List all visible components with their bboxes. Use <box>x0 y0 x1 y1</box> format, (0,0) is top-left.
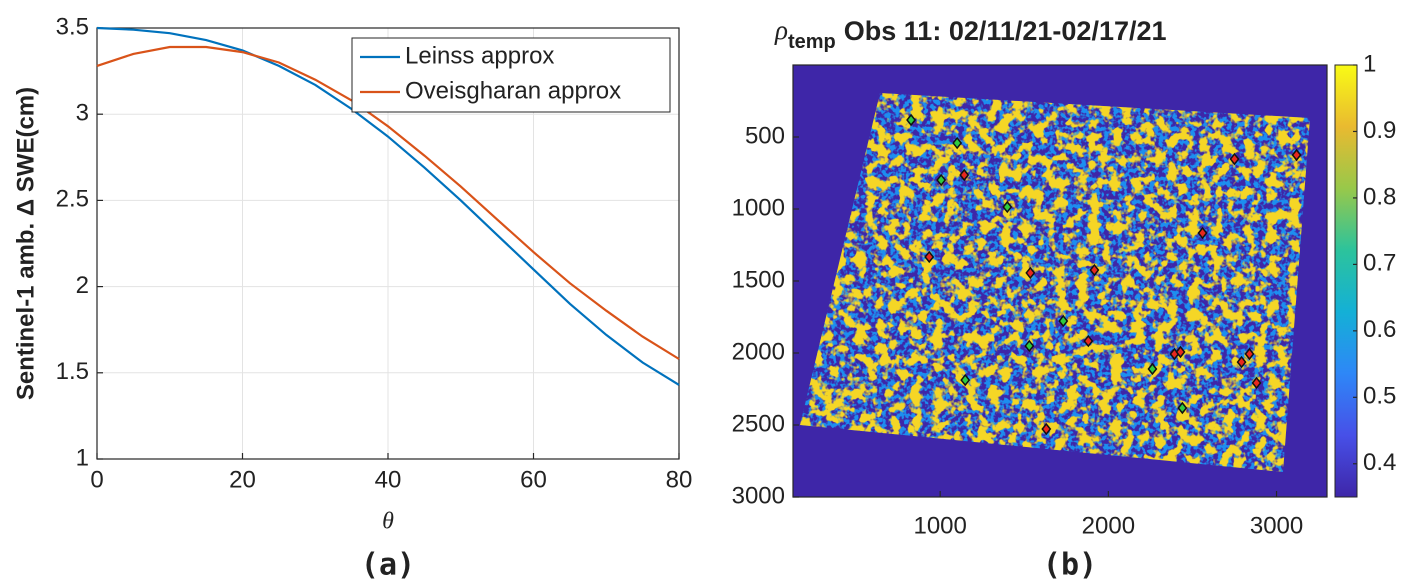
legend-label: Oveisgharan approx <box>405 77 621 104</box>
y-tick-label: 2.5 <box>56 186 89 213</box>
x-tick-label: 60 <box>520 466 547 493</box>
x-axis-label: θ <box>382 509 394 535</box>
legend-label: Leinss approx <box>405 42 554 69</box>
image-scene <box>800 93 1310 472</box>
y-tick-label: 1000 <box>732 194 785 221</box>
y-tick-label: 2000 <box>732 338 785 365</box>
line-series <box>96 26 680 386</box>
marker <box>1236 355 1247 369</box>
marker <box>1291 148 1302 162</box>
y-tick-label: 1 <box>76 444 89 471</box>
marker <box>1251 376 1262 390</box>
x-tick-label: 2000 <box>1082 512 1135 539</box>
colorbar-tick-label: 1 <box>1363 50 1376 77</box>
title-text: Obs 11: 02/11/21-02/17/21 <box>844 16 1167 46</box>
line-series <box>96 45 680 360</box>
marker <box>1024 339 1035 353</box>
x-tick-label: 20 <box>229 466 256 493</box>
marker <box>1058 314 1069 328</box>
y-tick-label: 500 <box>745 122 785 149</box>
x-tick-label: 0 <box>90 466 103 493</box>
y-tick-label: 3.5 <box>56 13 89 40</box>
marker <box>960 373 971 387</box>
marker <box>1244 347 1255 361</box>
marker <box>1147 362 1158 376</box>
panel-title: ρtemp Obs 11: 02/11/21-02/17/21 <box>774 15 1167 53</box>
axes-box <box>96 27 680 460</box>
marker <box>1177 401 1188 415</box>
marker <box>1089 263 1100 277</box>
marker <box>1083 334 1094 348</box>
colorbar-tick-label: 0.5 <box>1363 383 1396 410</box>
x-tick-label: 80 <box>666 466 693 493</box>
x-tick-label: 40 <box>375 466 402 493</box>
colorbar-tick-label: 0.4 <box>1363 449 1396 476</box>
colorbar-tick-label: 0.8 <box>1363 183 1396 210</box>
colorbar-tick-label: 0.6 <box>1363 316 1396 343</box>
marker <box>1197 226 1208 240</box>
x-tick-label: 1000 <box>913 512 966 539</box>
legend: Leinss approx Oveisgharan approx <box>351 37 671 113</box>
y-tick-label: 2500 <box>732 410 785 437</box>
colorbar <box>1334 64 1358 498</box>
scene-texture <box>800 93 1310 472</box>
marker <box>952 136 963 150</box>
caption: (a) <box>361 548 415 583</box>
marker <box>1041 422 1052 436</box>
x-tick-label: 3000 <box>1250 512 1303 539</box>
axes-box <box>792 64 1328 498</box>
colorbar-tick-label: 0.7 <box>1363 250 1396 277</box>
marker <box>1175 345 1186 359</box>
marker <box>924 250 935 264</box>
title-subscript: temp <box>788 31 836 53</box>
marker <box>906 113 917 127</box>
marker <box>936 173 947 187</box>
y-tick-label: 3000 <box>732 482 785 509</box>
title-symbol: ρ <box>774 15 788 45</box>
marker <box>1002 200 1013 214</box>
legend-box <box>351 37 671 113</box>
y-tick-label: 1.5 <box>56 358 89 385</box>
y-tick-label: 3 <box>76 100 89 127</box>
marker <box>959 168 970 182</box>
marker <box>1229 152 1240 166</box>
marker <box>1025 266 1036 280</box>
colorbar-tick-label: 0.9 <box>1363 117 1396 144</box>
y-tick-label: 2 <box>76 272 89 299</box>
y-axis-label: Sentinel-1 amb. Δ SWE(cm) <box>12 87 39 400</box>
y-tick-label: 1500 <box>732 266 785 293</box>
caption: (b) <box>1043 548 1097 583</box>
